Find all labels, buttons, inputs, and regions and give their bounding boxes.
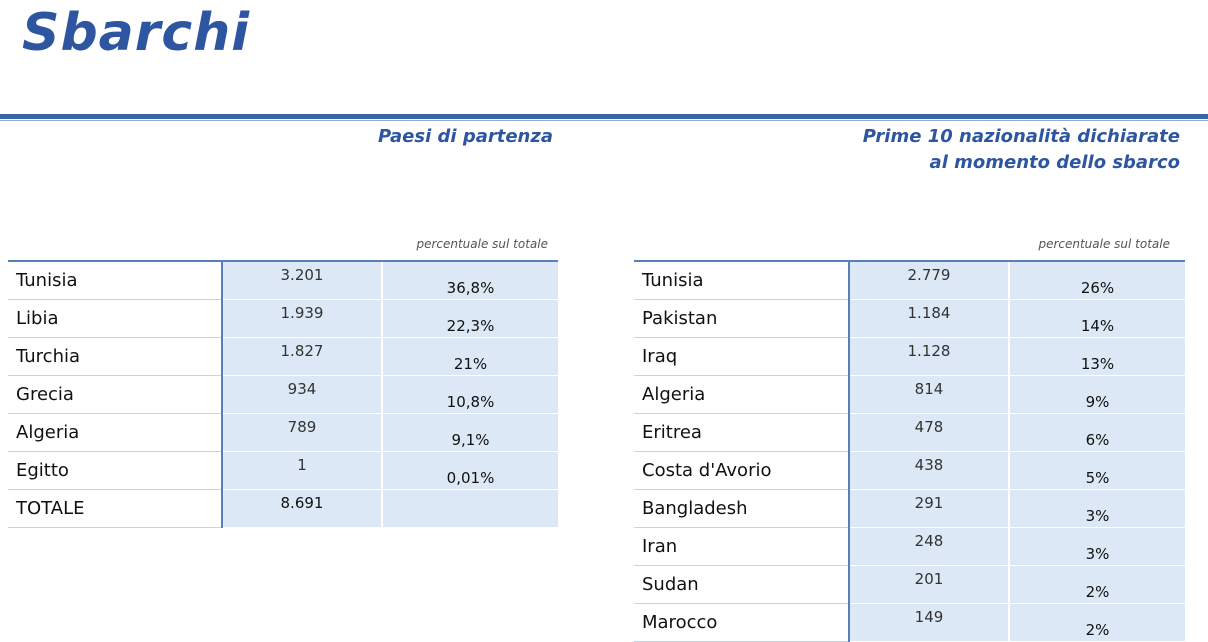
percentage-cell: 13%	[1008, 337, 1185, 376]
count-cell: 1.184	[848, 299, 1009, 338]
table-row: Iran 248 3%	[634, 527, 1185, 566]
page-title: Sbarchi	[22, 3, 251, 63]
percentage-cell: 5%	[1008, 451, 1185, 490]
count-cell: 1.827	[221, 337, 382, 376]
percentage-cell: 2%	[1008, 565, 1185, 604]
right-percent-caption: percentuale sul totale	[1038, 237, 1170, 251]
percentage-cell: 26%	[1008, 260, 1185, 300]
percentage-cell: 3%	[1008, 489, 1185, 528]
percentage-cell: 21%	[381, 337, 558, 376]
count-cell: 789	[221, 413, 382, 452]
country-name-cell: Egitto	[8, 451, 222, 490]
table-row: Grecia 934 10,8%	[8, 375, 558, 414]
count-cell: 1.128	[848, 337, 1009, 376]
percentage-cell: 0,01%	[381, 451, 558, 490]
country-name-cell: Algeria	[634, 375, 849, 414]
table-row: Sudan 201 2%	[634, 565, 1185, 604]
table-row: Libia 1.939 22,3%	[8, 299, 558, 338]
percentage-cell: 2%	[1008, 603, 1185, 642]
count-cell: 438	[848, 451, 1009, 490]
header-rule	[0, 114, 1208, 119]
count-cell: 478	[848, 413, 1009, 452]
departure-countries-table: Tunisia 3.201 36,8% Libia 1.939 22,3% Turchia 1…	[8, 260, 558, 528]
table-row: Pakistan 1.184 14%	[634, 299, 1185, 338]
percentage-cell: 9,1%	[381, 413, 558, 452]
table-row: Marocco 149 2%	[634, 603, 1185, 642]
count-cell: 3.201	[221, 260, 382, 300]
left-percent-caption: percentuale sul totale	[416, 237, 548, 251]
count-cell: 291	[848, 489, 1009, 528]
count-cell: 2.779	[848, 260, 1009, 300]
count-cell: 1	[221, 451, 382, 490]
table-row: Algeria 814 9%	[634, 375, 1185, 414]
table-row: Tunisia 3.201 36,8%	[8, 260, 558, 300]
country-name-cell: Sudan	[634, 565, 849, 604]
count-cell: 8.691	[221, 489, 382, 528]
table-row: Bangladesh 291 3%	[634, 489, 1185, 528]
table-row: Eritrea 478 6%	[634, 413, 1185, 452]
percentage-cell: 14%	[1008, 299, 1185, 338]
percentage-cell: 3%	[1008, 527, 1185, 566]
country-name-cell: Pakistan	[634, 299, 849, 338]
count-cell: 814	[848, 375, 1009, 414]
count-cell: 201	[848, 565, 1009, 604]
country-name-cell: Costa d'Avorio	[634, 451, 849, 490]
country-name-cell: Grecia	[8, 375, 222, 414]
country-name-cell: Libia	[8, 299, 222, 338]
count-cell: 1.939	[221, 299, 382, 338]
country-name-cell: Tunisia	[8, 260, 222, 300]
count-cell: 149	[848, 603, 1009, 642]
country-name-cell: TOTALE	[8, 489, 222, 528]
country-name-cell: Iran	[634, 527, 849, 566]
total-row: TOTALE 8.691	[8, 489, 558, 528]
percentage-cell	[381, 489, 558, 528]
table-row: Algeria 789 9,1%	[8, 413, 558, 452]
table-row: Costa d'Avorio 438 5%	[634, 451, 1185, 490]
country-name-cell: Tunisia	[634, 260, 849, 300]
country-name-cell: Eritrea	[634, 413, 849, 452]
percentage-cell: 22,3%	[381, 299, 558, 338]
country-name-cell: Turchia	[8, 337, 222, 376]
table-row: Tunisia 2.779 26%	[634, 260, 1185, 300]
header-rule-thin	[0, 120, 1208, 121]
country-name-cell: Marocco	[634, 603, 849, 642]
table-row: Iraq 1.128 13%	[634, 337, 1185, 376]
country-name-cell: Iraq	[634, 337, 849, 376]
nationalities-table: Tunisia 2.779 26% Pakistan 1.184 14% Iraq 1.128…	[634, 260, 1185, 642]
percentage-cell: 9%	[1008, 375, 1185, 414]
count-cell: 248	[848, 527, 1009, 566]
count-cell: 934	[221, 375, 382, 414]
country-name-cell: Bangladesh	[634, 489, 849, 528]
percentage-cell: 10,8%	[381, 375, 558, 414]
departure-countries-heading: Paesi di partenza	[377, 126, 553, 147]
percentage-cell: 36,8%	[381, 260, 558, 300]
table-row: Turchia 1.827 21%	[8, 337, 558, 376]
country-name-cell: Algeria	[8, 413, 222, 452]
nationalities-heading: Prime 10 nazionalità dichiarate al momen…	[862, 126, 1180, 173]
table-row: Egitto 1 0,01%	[8, 451, 558, 490]
percentage-cell: 6%	[1008, 413, 1185, 452]
